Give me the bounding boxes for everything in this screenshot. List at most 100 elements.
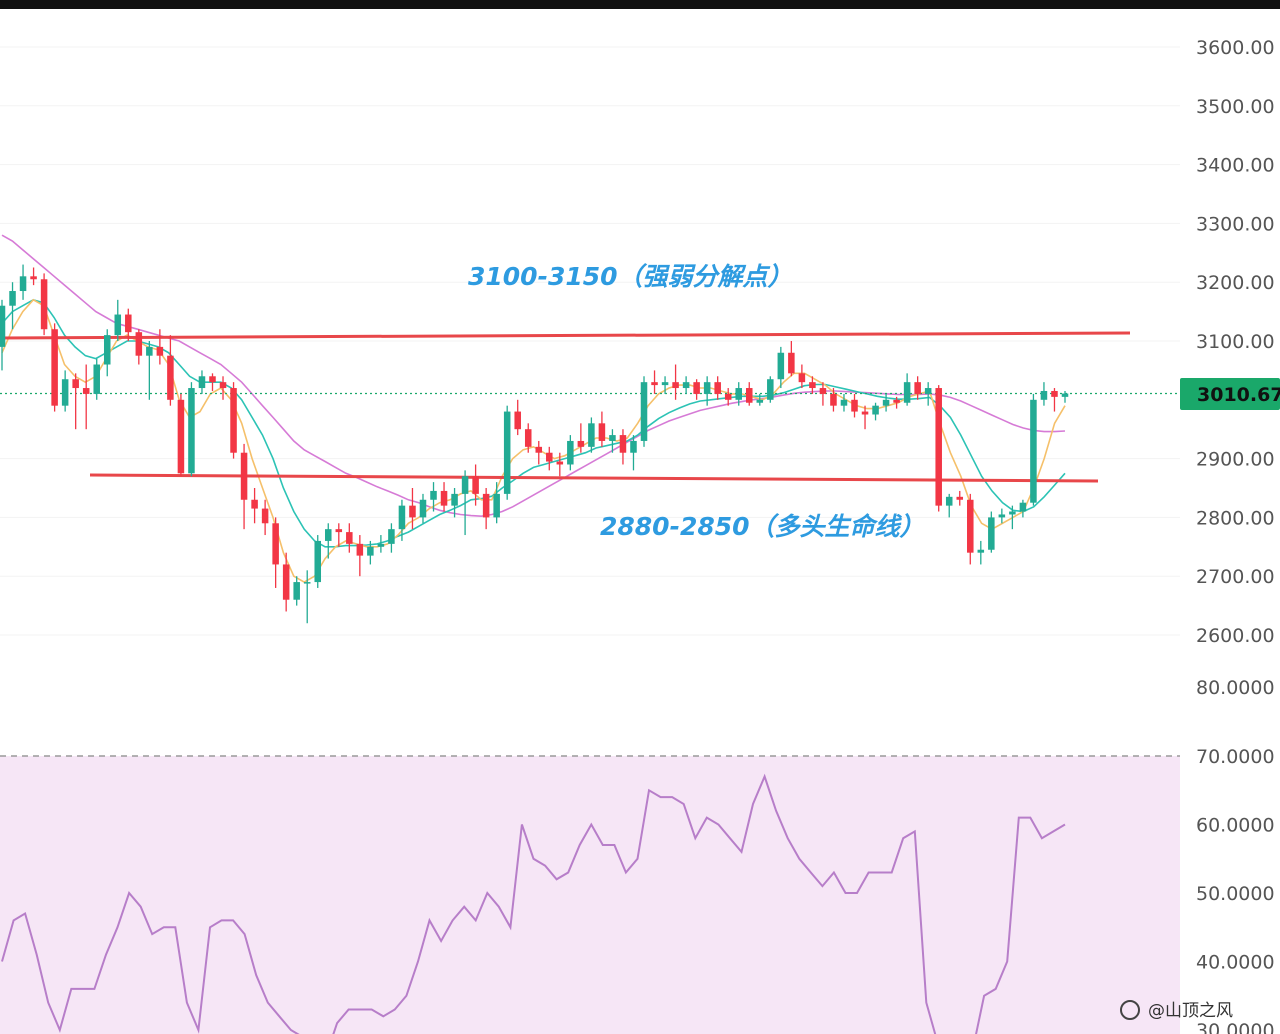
candle[interactable] — [703, 376, 711, 406]
candle[interactable] — [51, 323, 58, 412]
candle[interactable] — [103, 329, 111, 377]
candle[interactable] — [577, 423, 585, 453]
candle[interactable] — [661, 376, 669, 394]
candle[interactable] — [924, 382, 932, 406]
candle[interactable] — [724, 388, 732, 406]
candle[interactable] — [461, 470, 469, 536]
candle[interactable] — [903, 373, 911, 406]
candle[interactable] — [745, 382, 753, 406]
candle[interactable] — [546, 446, 553, 471]
candle[interactable] — [851, 393, 858, 418]
candle[interactable] — [556, 452, 564, 477]
candle[interactable] — [1009, 505, 1016, 530]
candle[interactable] — [135, 329, 143, 365]
candle[interactable] — [588, 417, 595, 453]
candle[interactable] — [630, 435, 637, 471]
candle[interactable] — [125, 308, 132, 341]
candle[interactable] — [282, 552, 290, 612]
candle[interactable] — [303, 570, 311, 624]
candle[interactable] — [272, 517, 279, 588]
candle[interactable] — [988, 511, 995, 553]
candle[interactable] — [114, 299, 122, 341]
candle[interactable] — [967, 493, 974, 565]
candle[interactable] — [535, 440, 543, 465]
candle[interactable] — [524, 423, 532, 453]
candle[interactable] — [567, 435, 574, 471]
candle[interactable] — [935, 385, 942, 512]
candle[interactable] — [767, 376, 774, 403]
candle[interactable] — [956, 490, 964, 506]
candle[interactable] — [419, 493, 427, 524]
candle[interactable] — [440, 482, 448, 512]
candle[interactable] — [998, 508, 1006, 524]
candle[interactable] — [798, 364, 806, 389]
candle[interactable] — [514, 399, 521, 436]
candle[interactable] — [167, 335, 174, 406]
candle[interactable] — [72, 373, 79, 430]
candle[interactable] — [93, 358, 100, 400]
candle[interactable] — [398, 499, 406, 541]
candle[interactable] — [872, 402, 879, 421]
candle[interactable] — [682, 376, 690, 394]
candle[interactable] — [261, 499, 269, 536]
candle[interactable] — [230, 382, 237, 459]
candle[interactable] — [493, 482, 500, 524]
candle[interactable] — [251, 488, 258, 524]
candle[interactable] — [188, 382, 195, 477]
candle[interactable] — [177, 393, 185, 477]
candle[interactable] — [377, 535, 385, 553]
candle[interactable] — [19, 264, 27, 300]
candle[interactable] — [714, 376, 721, 400]
candle[interactable] — [409, 488, 416, 530]
candle[interactable] — [1061, 390, 1069, 403]
candle[interactable] — [777, 346, 785, 389]
candle[interactable] — [346, 523, 353, 553]
candle[interactable] — [451, 488, 458, 518]
candle[interactable] — [293, 576, 300, 606]
candle[interactable] — [30, 267, 37, 286]
candle[interactable] — [1040, 382, 1048, 406]
candle[interactable] — [388, 523, 395, 553]
candle[interactable] — [335, 523, 343, 547]
candle[interactable] — [156, 329, 164, 365]
candle[interactable] — [619, 429, 627, 465]
candle[interactable] — [788, 341, 795, 377]
candle[interactable] — [893, 396, 900, 409]
candle[interactable] — [840, 393, 848, 412]
candle[interactable] — [693, 379, 700, 400]
candle[interactable] — [945, 493, 953, 518]
candle[interactable] — [356, 535, 364, 577]
candle[interactable] — [325, 523, 332, 559]
candle[interactable] — [977, 540, 985, 565]
candle[interactable] — [472, 464, 479, 506]
candles[interactable] — [0, 264, 1069, 624]
candle[interactable] — [882, 393, 890, 412]
candle[interactable] — [609, 429, 616, 453]
candle[interactable] — [830, 388, 837, 412]
candle[interactable] — [1030, 393, 1037, 506]
candle[interactable] — [209, 373, 216, 391]
candle[interactable] — [756, 393, 764, 406]
candle[interactable] — [82, 364, 90, 430]
candle[interactable] — [503, 405, 511, 500]
candle[interactable] — [861, 405, 869, 430]
candle[interactable] — [146, 341, 153, 400]
candle[interactable] — [819, 382, 827, 406]
candle[interactable] — [367, 540, 374, 565]
candle[interactable] — [735, 382, 742, 406]
candle[interactable] — [640, 376, 648, 447]
candle[interactable] — [651, 370, 658, 394]
candle[interactable] — [240, 443, 248, 530]
candle[interactable] — [809, 376, 816, 394]
candle[interactable] — [40, 273, 48, 336]
candle[interactable] — [9, 282, 16, 330]
candle[interactable] — [482, 488, 490, 530]
candle[interactable] — [198, 370, 206, 394]
candle[interactable] — [430, 482, 437, 512]
candle[interactable] — [672, 364, 679, 400]
candle[interactable] — [61, 370, 69, 412]
candle[interactable] — [314, 535, 322, 588]
candle[interactable] — [914, 376, 921, 400]
candle[interactable] — [598, 411, 606, 447]
